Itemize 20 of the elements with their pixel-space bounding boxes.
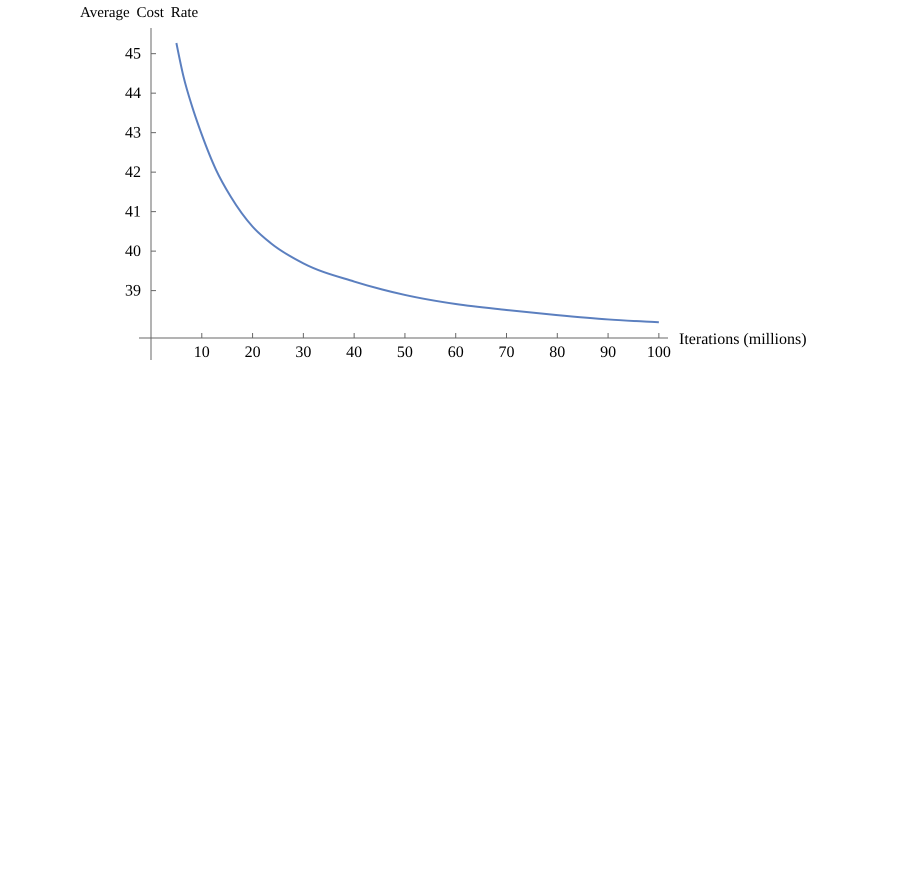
x-tick-label: 90 xyxy=(600,344,616,361)
x-tick-label: 60 xyxy=(448,344,464,361)
y-tick-label: 40 xyxy=(125,243,141,260)
y-tick-label: 45 xyxy=(125,46,141,63)
y-axis-title: Average Cost Rate xyxy=(80,5,199,21)
y-tick-label: 43 xyxy=(125,124,141,142)
x-tick-label: 30 xyxy=(295,344,312,361)
y-tick-label: 42 xyxy=(125,164,141,182)
x-tick-label: 50 xyxy=(396,344,413,361)
x-axis-title: Iterations (millions) xyxy=(679,331,807,348)
y-tick-label: 41 xyxy=(125,204,141,221)
x-tick-label: 10 xyxy=(194,344,210,361)
y-tick-label: 39 xyxy=(125,282,141,300)
x-tick-label: 20 xyxy=(244,344,261,361)
x-tick-label: 100 xyxy=(646,344,671,361)
y-tick-label: 44 xyxy=(125,85,141,102)
x-tick-label: 80 xyxy=(549,344,566,361)
x-tick-label: 70 xyxy=(498,344,514,361)
line-series xyxy=(175,42,660,324)
x-tick-label: 40 xyxy=(346,344,362,361)
